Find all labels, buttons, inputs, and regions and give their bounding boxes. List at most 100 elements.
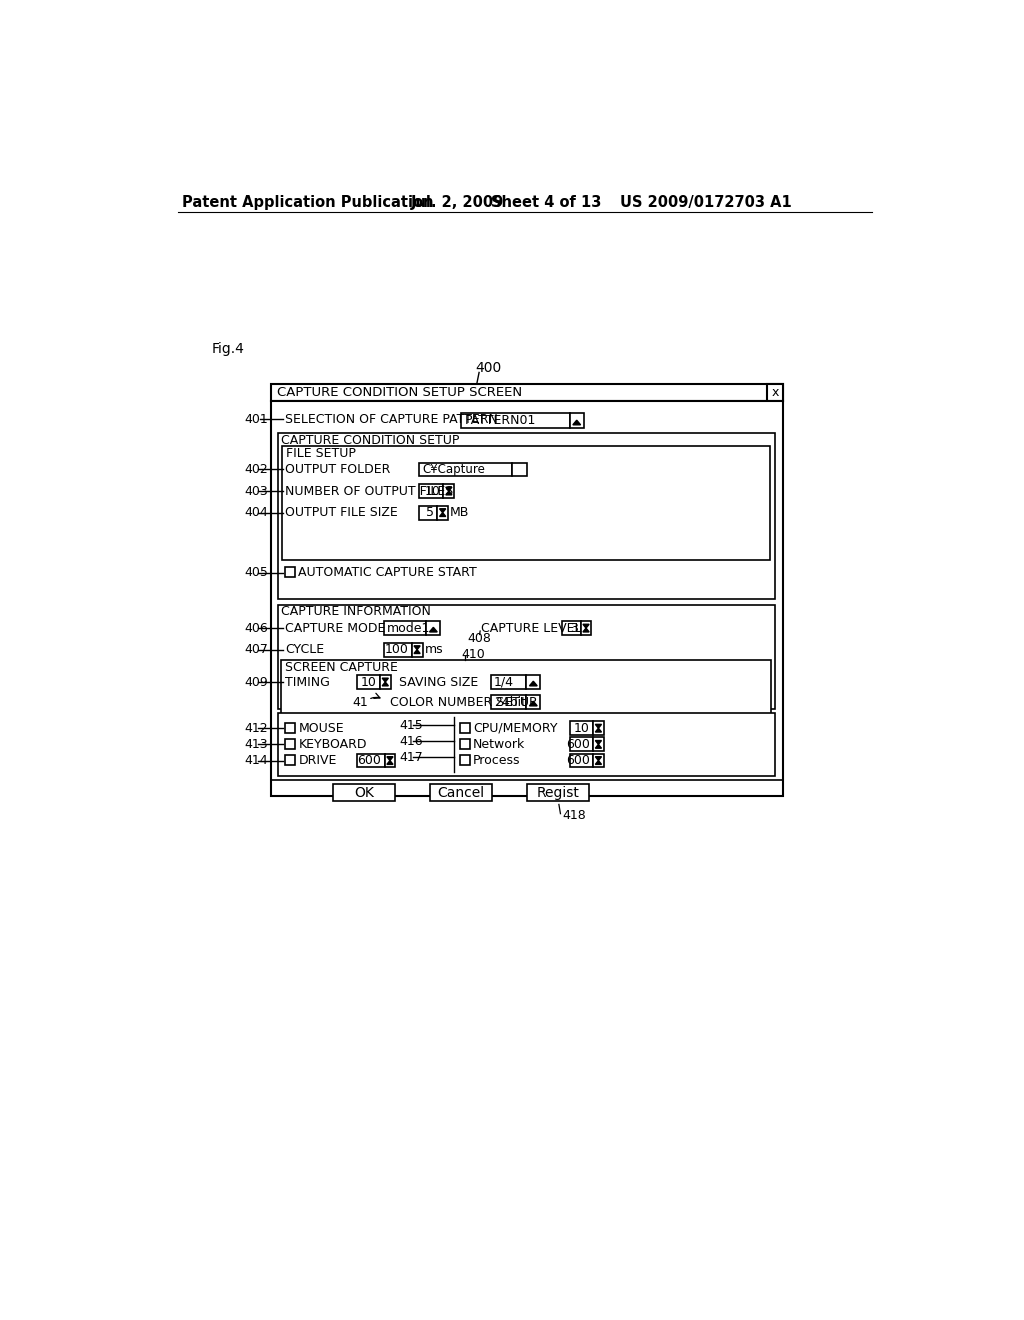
- Bar: [430, 784, 493, 801]
- Text: Jul. 2, 2009: Jul. 2, 2009: [411, 195, 504, 210]
- Polygon shape: [595, 729, 601, 733]
- Text: 403: 403: [245, 484, 268, 498]
- Text: NUMBER OF OUTPUT FILES: NUMBER OF OUTPUT FILES: [286, 484, 454, 498]
- Polygon shape: [382, 678, 388, 682]
- Bar: [271, 384, 783, 401]
- Text: 600: 600: [357, 754, 381, 767]
- Text: mode1: mode1: [387, 622, 430, 635]
- Text: 24bit: 24bit: [494, 696, 525, 709]
- Bar: [278, 433, 775, 599]
- Bar: [593, 738, 604, 751]
- Bar: [385, 754, 395, 767]
- Text: Network: Network: [473, 738, 525, 751]
- Polygon shape: [529, 701, 538, 706]
- Bar: [593, 721, 604, 735]
- Text: Fig.4: Fig.4: [212, 342, 245, 356]
- Text: 400: 400: [475, 360, 502, 375]
- Text: 5: 5: [426, 506, 434, 519]
- Bar: [334, 784, 395, 801]
- Polygon shape: [572, 420, 581, 425]
- Text: CPU/MEMORY: CPU/MEMORY: [473, 722, 557, 735]
- Text: KEYBOARD: KEYBOARD: [299, 738, 367, 751]
- Bar: [419, 484, 443, 498]
- Text: 600: 600: [566, 738, 590, 751]
- Bar: [384, 643, 412, 656]
- Bar: [569, 721, 593, 735]
- Bar: [527, 784, 589, 801]
- Text: CAPTURE CONDITION SETUP SCREEN: CAPTURE CONDITION SETUP SCREEN: [276, 385, 522, 399]
- Text: ms: ms: [425, 643, 443, 656]
- Text: OUTPUT FOLDER: OUTPUT FOLDER: [286, 463, 391, 477]
- Polygon shape: [387, 760, 393, 764]
- Text: 409: 409: [245, 676, 268, 689]
- Bar: [443, 484, 455, 498]
- Text: 416: 416: [399, 735, 423, 748]
- Bar: [271, 401, 783, 796]
- Bar: [286, 755, 295, 766]
- Text: 10: 10: [425, 484, 440, 498]
- Bar: [278, 713, 775, 776]
- Polygon shape: [595, 760, 601, 764]
- Polygon shape: [414, 649, 420, 653]
- Text: MB: MB: [450, 506, 469, 519]
- Bar: [282, 660, 771, 722]
- Text: 3: 3: [569, 622, 578, 635]
- Polygon shape: [382, 682, 388, 686]
- Bar: [490, 696, 526, 709]
- Bar: [593, 754, 604, 767]
- Bar: [490, 675, 526, 689]
- Polygon shape: [439, 508, 445, 512]
- Bar: [569, 413, 584, 428]
- Text: 405: 405: [245, 566, 268, 579]
- Text: 414: 414: [245, 754, 268, 767]
- Bar: [461, 413, 569, 428]
- Text: Process: Process: [473, 754, 520, 767]
- Text: CYCLE: CYCLE: [286, 643, 325, 656]
- Bar: [412, 643, 423, 656]
- Polygon shape: [445, 491, 452, 495]
- Text: Patent Application Publication: Patent Application Publication: [182, 195, 434, 210]
- Text: 406: 406: [245, 622, 268, 635]
- Text: 10: 10: [360, 676, 377, 689]
- Bar: [526, 675, 541, 689]
- Bar: [356, 675, 380, 689]
- Text: DRIVE: DRIVE: [299, 754, 337, 767]
- Text: 408: 408: [467, 632, 492, 645]
- Text: 412: 412: [245, 722, 268, 735]
- Text: 41: 41: [352, 696, 369, 709]
- Text: 418: 418: [562, 809, 586, 822]
- Text: 600: 600: [566, 754, 590, 767]
- Text: 10: 10: [574, 722, 590, 735]
- Text: Sheet 4 of 13: Sheet 4 of 13: [490, 195, 601, 210]
- Bar: [380, 675, 391, 689]
- Text: SELECTION OF CAPTURE PATTERN: SELECTION OF CAPTURE PATTERN: [286, 413, 499, 426]
- Polygon shape: [595, 725, 601, 729]
- Text: x: x: [771, 385, 779, 399]
- Text: 415: 415: [399, 718, 423, 731]
- Text: CAPTURE MODE: CAPTURE MODE: [286, 622, 386, 635]
- Bar: [460, 723, 470, 733]
- Text: 410: 410: [461, 648, 485, 661]
- Text: 404: 404: [245, 506, 268, 519]
- Bar: [460, 739, 470, 748]
- Bar: [419, 462, 512, 477]
- Text: SCREEN CAPTURE: SCREEN CAPTURE: [286, 661, 398, 675]
- Polygon shape: [387, 756, 393, 760]
- Text: 401: 401: [245, 413, 268, 426]
- Bar: [562, 622, 581, 635]
- Bar: [278, 605, 775, 709]
- Polygon shape: [595, 744, 601, 748]
- Bar: [569, 738, 593, 751]
- Text: FILE SETUP: FILE SETUP: [286, 446, 356, 459]
- Text: US 2009/0172703 A1: US 2009/0172703 A1: [621, 195, 792, 210]
- Text: CAPTURE CONDITION SETUP: CAPTURE CONDITION SETUP: [282, 434, 460, 446]
- Text: 413: 413: [245, 738, 268, 751]
- Polygon shape: [583, 628, 589, 632]
- Polygon shape: [429, 627, 437, 632]
- Text: MOUSE: MOUSE: [299, 722, 344, 735]
- Polygon shape: [445, 487, 452, 491]
- Bar: [286, 568, 295, 577]
- Polygon shape: [439, 512, 445, 516]
- Polygon shape: [595, 756, 601, 760]
- Text: 100: 100: [385, 643, 409, 656]
